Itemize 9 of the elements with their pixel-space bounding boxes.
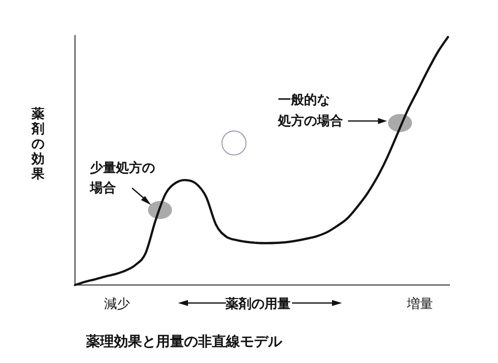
text: 減少 bbox=[104, 297, 130, 312]
text: 増量 bbox=[406, 296, 433, 312]
y-axis-title: 薬剤の効果 bbox=[30, 106, 46, 182]
x-axis-title: 薬剤の用量 bbox=[224, 296, 290, 312]
annotation: 一般的な bbox=[278, 93, 330, 108]
annotation: 場合 bbox=[89, 180, 116, 196]
text: 薬理効果と用量の非直線モデル bbox=[85, 334, 283, 350]
annotation: 処方の場合 bbox=[277, 113, 343, 129]
annotation: 少量処方の bbox=[89, 160, 155, 176]
